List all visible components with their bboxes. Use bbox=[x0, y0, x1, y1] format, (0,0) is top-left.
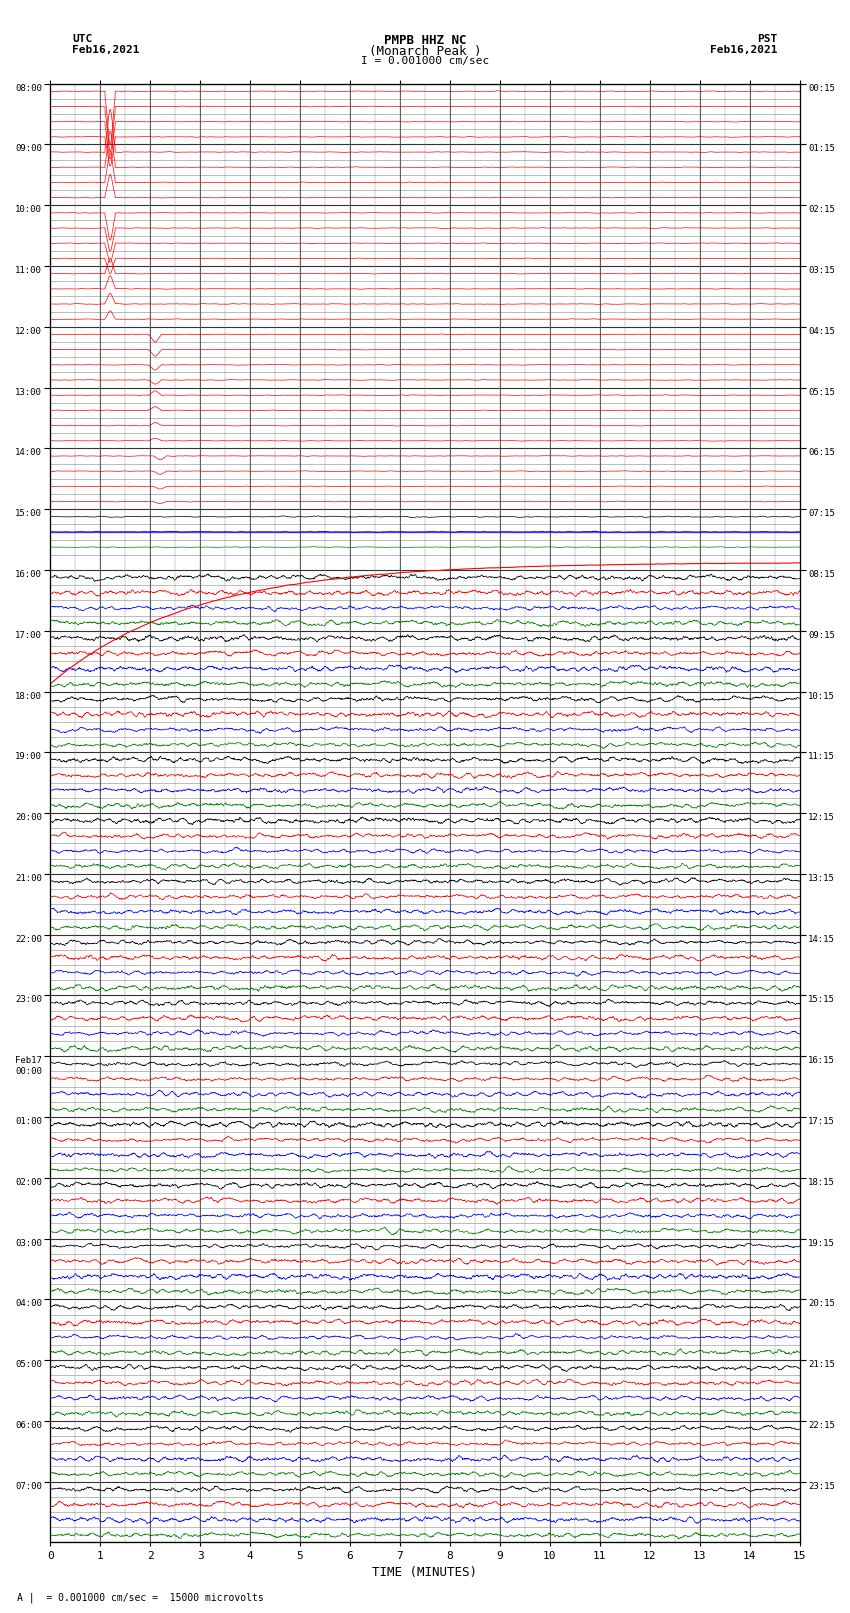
Text: A |  = 0.001000 cm/sec =  15000 microvolts: A | = 0.001000 cm/sec = 15000 microvolts bbox=[17, 1592, 264, 1603]
Text: UTC: UTC bbox=[72, 34, 93, 44]
Text: PST: PST bbox=[757, 34, 778, 44]
X-axis label: TIME (MINUTES): TIME (MINUTES) bbox=[372, 1566, 478, 1579]
Text: Feb16,2021: Feb16,2021 bbox=[711, 45, 778, 55]
Text: PMPB HHZ NC: PMPB HHZ NC bbox=[383, 34, 467, 47]
Text: (Monarch Peak ): (Monarch Peak ) bbox=[369, 45, 481, 58]
Text: Feb16,2021: Feb16,2021 bbox=[72, 45, 139, 55]
Text: I = 0.001000 cm/sec: I = 0.001000 cm/sec bbox=[361, 56, 489, 66]
